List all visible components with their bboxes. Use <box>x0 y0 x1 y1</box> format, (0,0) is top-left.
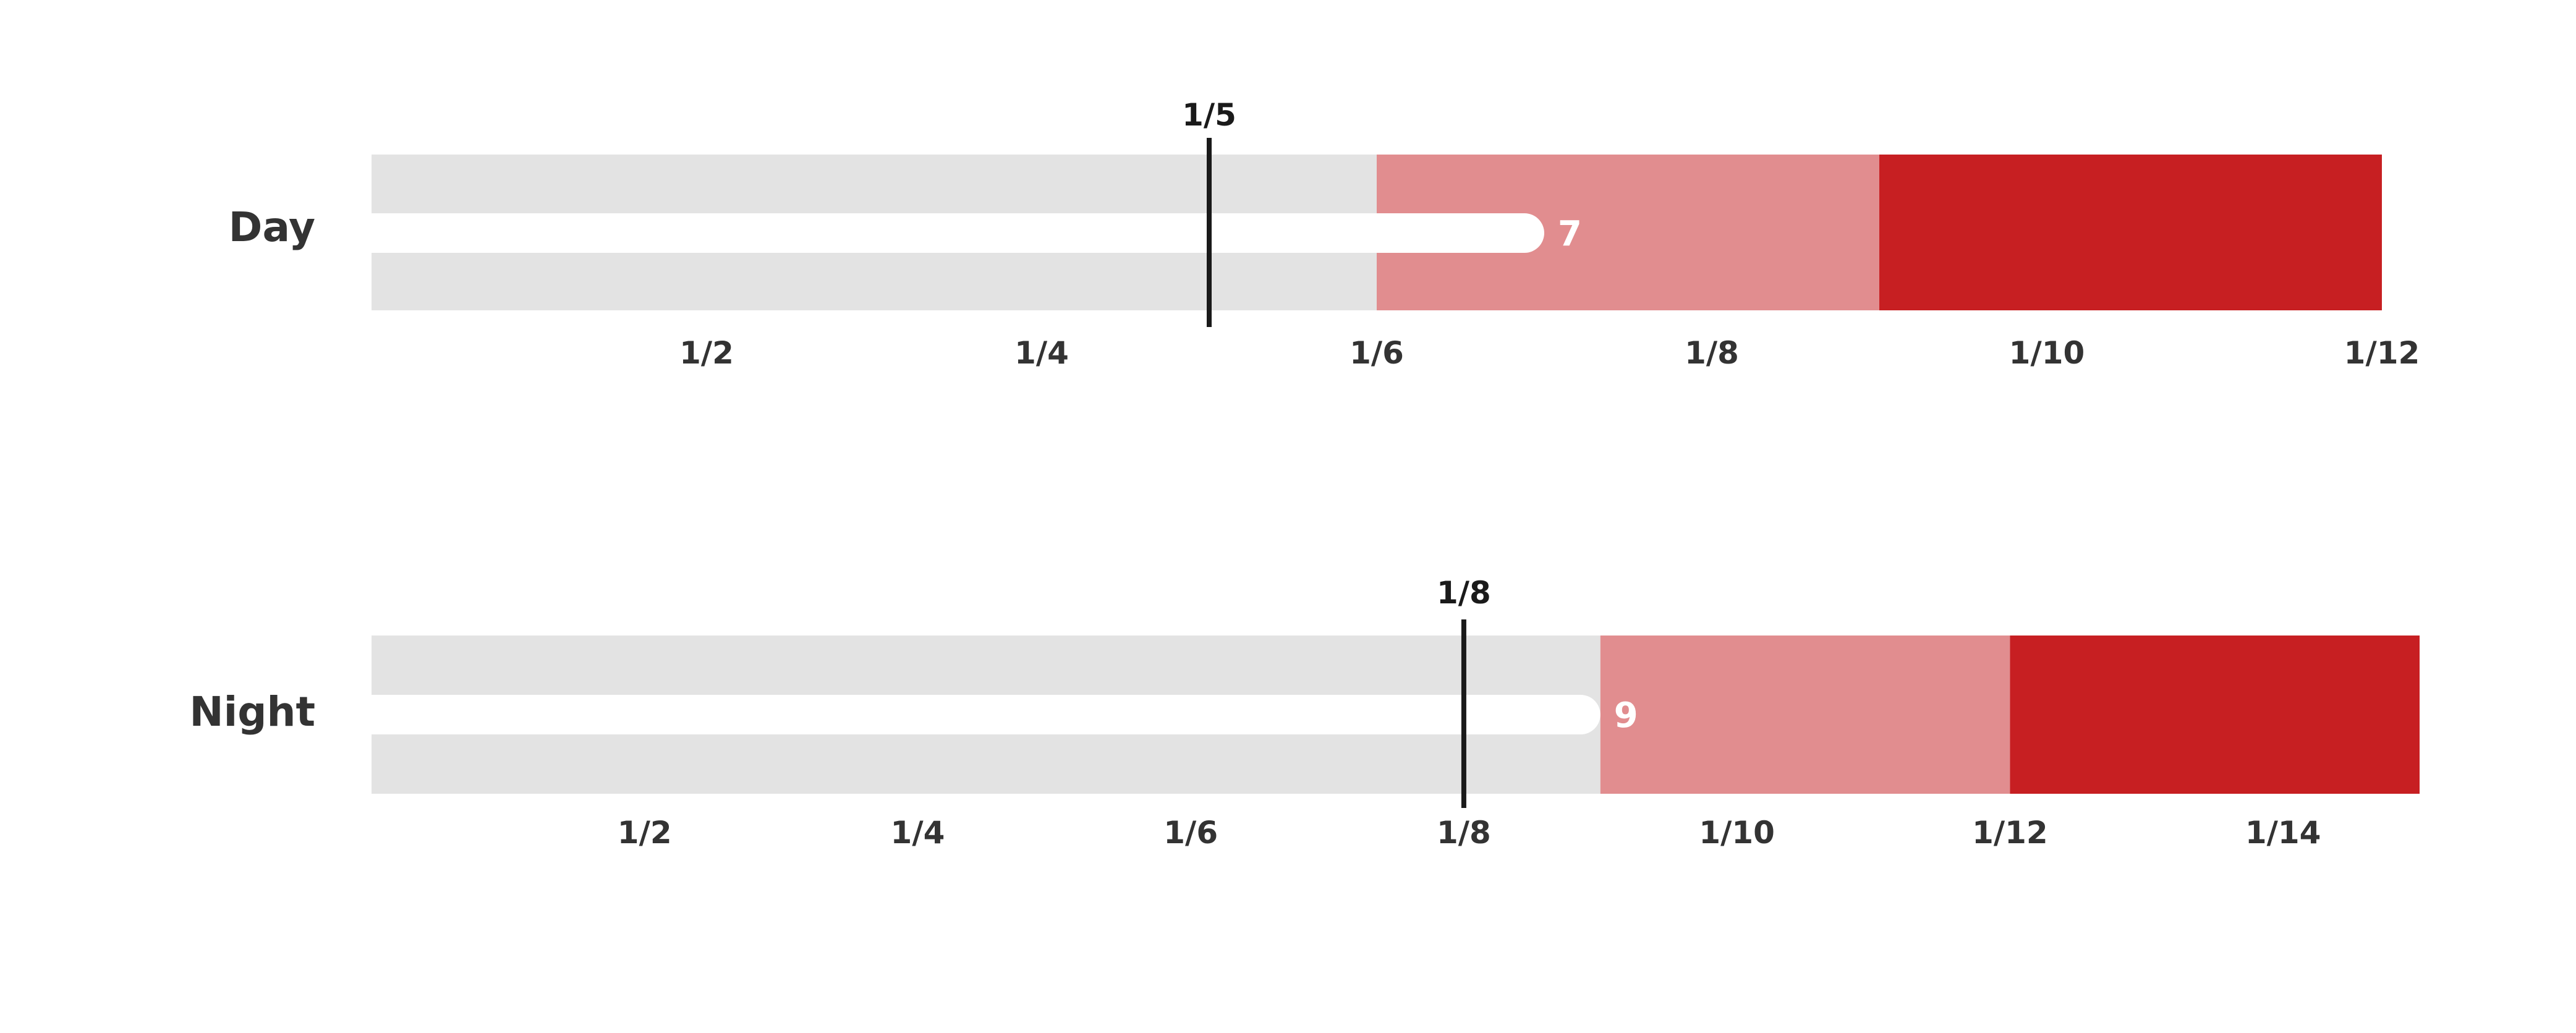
bullet-day: 7 1/5 Day 1/2 1/4 1/6 1/8 1/10 1/12 <box>229 97 2420 371</box>
target-marker-label: 1/8 <box>1437 575 1491 611</box>
measure-bar <box>372 695 1600 734</box>
measure-label: 9 <box>1614 695 1638 736</box>
category-label: Day <box>229 203 315 251</box>
category-label: Night <box>189 688 315 736</box>
tick-label: 1/10 <box>1699 815 1775 851</box>
tick-label: 1/2 <box>618 815 672 851</box>
tick-label: 1/14 <box>2245 815 2321 851</box>
target-marker-label: 1/5 <box>1182 97 1236 133</box>
tick-label: 1/12 <box>2344 335 2420 371</box>
range-band-3 <box>2010 636 2420 794</box>
range-band-2 <box>1600 636 2010 794</box>
tick-label: 1/2 <box>679 335 734 371</box>
measure-bar <box>372 213 1544 253</box>
measure-label: 7 <box>1558 214 1582 254</box>
tick-label: 1/4 <box>891 815 945 851</box>
tick-label: 1/8 <box>1685 335 1739 371</box>
tick-label: 1/6 <box>1350 335 1404 371</box>
tick-label: 1/10 <box>2009 335 2085 371</box>
tick-label: 1/8 <box>1437 815 1491 851</box>
tick-label: 1/12 <box>1972 815 2048 851</box>
bullet-night: 9 1/8 Night 1/2 1/4 1/6 1/8 1/10 1/12 1/14 <box>189 575 2420 851</box>
tick-label: 1/6 <box>1163 815 1218 851</box>
tick-label: 1/4 <box>1014 335 1069 371</box>
range-band-3 <box>1879 155 2382 310</box>
